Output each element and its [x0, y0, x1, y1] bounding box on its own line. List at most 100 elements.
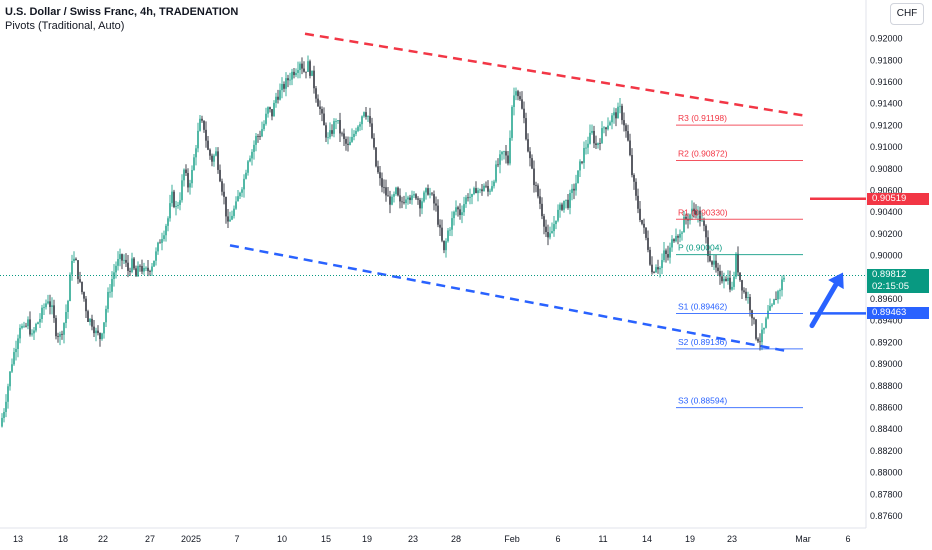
- candle-body: [415, 194, 417, 199]
- candle-body: [629, 140, 631, 156]
- candle-body: [651, 264, 653, 273]
- candle-body: [497, 164, 499, 166]
- candle-body: [475, 188, 477, 194]
- candle-body: [573, 188, 575, 191]
- candle-body: [605, 127, 607, 130]
- candle-body: [575, 183, 577, 191]
- y-tick-label: 0.87600: [870, 511, 903, 521]
- candle-body: [187, 173, 189, 188]
- candle-body: [347, 143, 349, 145]
- candle-body: [261, 129, 263, 137]
- candle-body: [741, 280, 743, 291]
- candle-body: [373, 137, 375, 148]
- candle-body: [61, 333, 63, 335]
- candle-body: [583, 148, 585, 163]
- candle-body: [65, 311, 67, 324]
- candle-body: [635, 181, 637, 196]
- candle-body: [737, 253, 739, 273]
- candle-body: [291, 71, 293, 80]
- y-tick-label: 0.91800: [870, 55, 903, 65]
- candle-body: [3, 411, 5, 418]
- candle-body: [375, 147, 377, 167]
- candle-body: [219, 169, 221, 182]
- pivot-label: S2 (0.89136): [678, 337, 727, 347]
- candle-body: [441, 227, 443, 241]
- y-tick-label: 0.90600: [870, 186, 903, 196]
- bullish-arrow-shaft: [809, 282, 839, 329]
- candle-body: [645, 227, 647, 238]
- candle-body: [67, 301, 69, 312]
- candle-body: [233, 208, 235, 216]
- y-tick-label: 0.90000: [870, 251, 903, 261]
- candle-body: [209, 149, 211, 156]
- candle-body: [593, 130, 595, 144]
- candle-body: [711, 261, 713, 265]
- x-tick-label: 23: [408, 534, 418, 544]
- candle-body: [473, 188, 475, 194]
- candle-body: [757, 338, 759, 342]
- candle-body: [351, 136, 353, 142]
- candle-body: [409, 197, 411, 201]
- candle-body: [183, 169, 185, 181]
- candle-body: [383, 187, 385, 189]
- y-tick-label: 0.91400: [870, 99, 903, 109]
- y-tick-label: 0.91000: [870, 142, 903, 152]
- candle-body: [47, 301, 49, 304]
- candle-body: [501, 151, 503, 155]
- candle-body: [743, 290, 745, 292]
- candle-body: [121, 254, 123, 261]
- candle-body: [451, 218, 453, 230]
- candle-body: [243, 178, 245, 190]
- current-price-value: 0.89812: [872, 269, 907, 281]
- currency-button[interactable]: CHF: [890, 3, 924, 25]
- candle-body: [443, 240, 445, 251]
- x-tick-label: 11: [598, 534, 607, 544]
- candle-body: [153, 260, 155, 267]
- candle-body: [131, 258, 133, 272]
- x-tick-label: Feb: [504, 534, 520, 544]
- candle-body: [369, 116, 371, 124]
- candle-body: [705, 225, 707, 238]
- candle-body: [23, 325, 25, 327]
- candle-body: [17, 338, 19, 349]
- candle-body: [609, 122, 611, 126]
- candle-body: [779, 290, 781, 292]
- candle-body: [169, 203, 171, 219]
- candle-body: [751, 310, 753, 319]
- y-tick-label: 0.90200: [870, 229, 903, 239]
- candle-body: [471, 193, 473, 197]
- x-tick-label: 7: [234, 534, 239, 544]
- candle-body: [503, 151, 505, 153]
- candle-body: [749, 296, 751, 311]
- candle-body: [365, 112, 367, 117]
- candle-body: [91, 318, 93, 327]
- candle-body: [125, 259, 127, 263]
- candle-body: [671, 239, 673, 248]
- bar-countdown: 02:15:05: [872, 281, 909, 293]
- candle-body: [763, 327, 765, 330]
- candle-body: [321, 109, 323, 114]
- candle-body: [643, 223, 645, 228]
- candle-body: [627, 131, 629, 141]
- candle-body: [723, 278, 725, 282]
- candle-body: [265, 113, 267, 124]
- candle-body: [659, 267, 661, 270]
- candle-body: [305, 71, 307, 73]
- candle-body: [69, 274, 71, 302]
- candle-body: [293, 71, 295, 76]
- candle-body: [93, 326, 95, 334]
- candle-body: [653, 272, 655, 274]
- candle-body: [461, 212, 463, 216]
- candle-body: [513, 95, 515, 107]
- candle-body: [57, 336, 59, 338]
- candle-body: [311, 70, 313, 76]
- candle-body: [331, 130, 333, 134]
- candle-body: [689, 214, 691, 221]
- candle-body: [263, 123, 265, 130]
- chart-legend: U.S. Dollar / Swiss Franc, 4h, TRADENATI…: [5, 5, 238, 33]
- candle-body: [59, 333, 61, 337]
- candle-body: [283, 84, 285, 89]
- candle-body: [707, 237, 709, 257]
- candle-body: [405, 199, 407, 204]
